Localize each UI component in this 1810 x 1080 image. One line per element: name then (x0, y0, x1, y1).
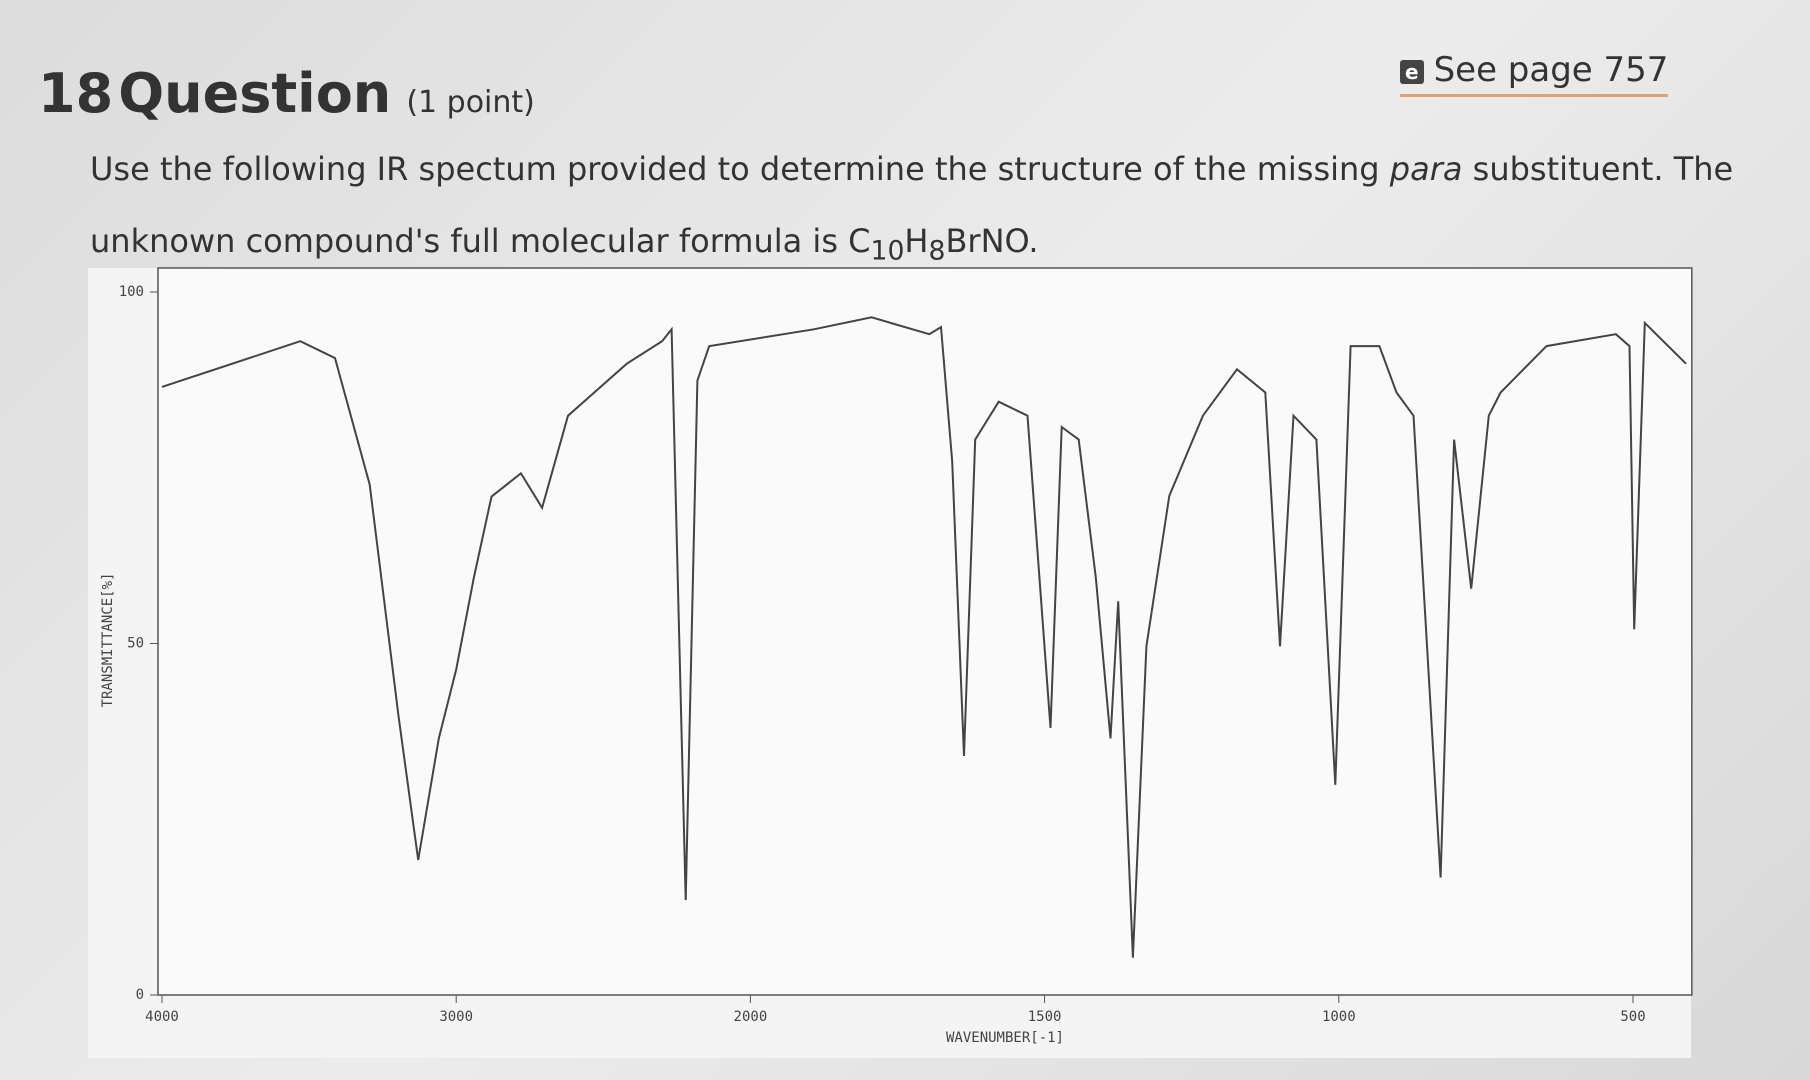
x-tick-label: 2000 (734, 1009, 768, 1025)
italic-text: para (1389, 150, 1463, 188)
x-tick-label: 3000 (439, 1009, 473, 1025)
question-line: unknown compound's full molecular formul… (90, 222, 1039, 266)
y-axis-label: TRANSMITTANCE[%] (100, 573, 116, 708)
text: H (904, 222, 929, 260)
text: substituent. The (1462, 150, 1734, 188)
question-header: 18 Question (1 point) (38, 62, 535, 125)
text: unknown compound's full molecular formul… (90, 222, 871, 260)
page-link[interactable]: e See page 757 (1400, 50, 1669, 97)
y-tick-label: 0 (136, 987, 144, 1003)
question-number: 18 (38, 62, 114, 125)
spectrum-line (161, 316, 1687, 958)
subscript: 8 (928, 235, 946, 267)
question-title: Question (118, 62, 392, 125)
subscript: 10 (870, 235, 905, 267)
link-text[interactable]: See page 757 (1433, 50, 1669, 90)
x-tick-label: 500 (1620, 1009, 1645, 1025)
y-tick-label: 100 (119, 284, 144, 300)
y-tick-label: 50 (127, 636, 144, 652)
text: Use the following IR spectum provided to… (90, 150, 1390, 188)
x-tick-label: 1000 (1322, 1009, 1356, 1025)
plot-frame (157, 267, 1693, 996)
question-points: (1 point) (406, 85, 535, 120)
x-axis-label: WAVENUMBER[-1] (946, 1030, 1064, 1046)
x-tick-label: 1500 (1028, 1009, 1062, 1025)
link-icon: e (1400, 59, 1424, 84)
x-tick-label: 4000 (145, 1009, 179, 1025)
text: BrNO. (945, 222, 1039, 260)
question-line: Use the following IR spectum provided to… (90, 150, 1733, 188)
